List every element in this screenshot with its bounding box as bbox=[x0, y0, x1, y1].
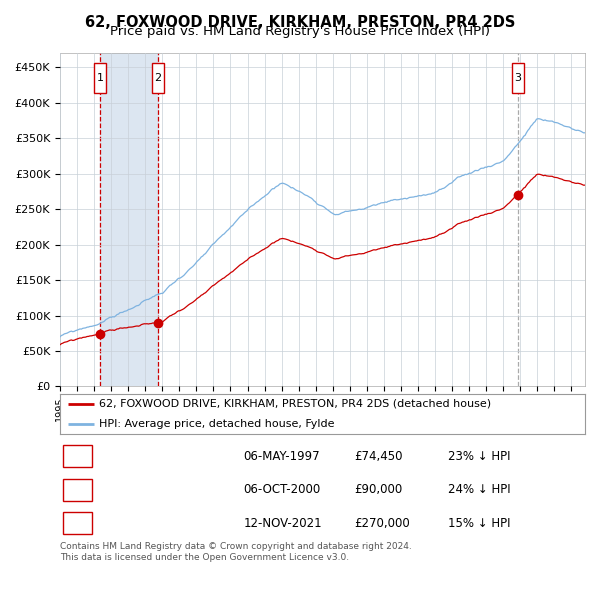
Text: £270,000: £270,000 bbox=[354, 517, 410, 530]
Text: 62, FOXWOOD DRIVE, KIRKHAM, PRESTON, PR4 2DS (detached house): 62, FOXWOOD DRIVE, KIRKHAM, PRESTON, PR4… bbox=[100, 399, 491, 408]
Bar bbox=[62, 512, 91, 535]
Bar bbox=[62, 478, 91, 501]
Bar bbox=[62, 445, 91, 467]
Text: 15% ↓ HPI: 15% ↓ HPI bbox=[449, 517, 511, 530]
Text: £74,450: £74,450 bbox=[354, 450, 403, 463]
Bar bbox=[100, 53, 158, 386]
Text: 3: 3 bbox=[73, 517, 81, 530]
Text: 06-MAY-1997: 06-MAY-1997 bbox=[244, 450, 320, 463]
Bar bbox=[152, 63, 164, 93]
Text: 62, FOXWOOD DRIVE, KIRKHAM, PRESTON, PR4 2DS: 62, FOXWOOD DRIVE, KIRKHAM, PRESTON, PR4… bbox=[85, 15, 515, 30]
Text: 2: 2 bbox=[73, 483, 81, 496]
Text: Price paid vs. HM Land Registry's House Price Index (HPI): Price paid vs. HM Land Registry's House … bbox=[110, 25, 490, 38]
Text: 3: 3 bbox=[515, 73, 521, 83]
Text: 1: 1 bbox=[73, 450, 81, 463]
Bar bbox=[512, 63, 524, 93]
Text: £90,000: £90,000 bbox=[354, 483, 402, 496]
Text: 23% ↓ HPI: 23% ↓ HPI bbox=[449, 450, 511, 463]
Text: 2: 2 bbox=[155, 73, 162, 83]
Text: 1: 1 bbox=[97, 73, 104, 83]
Text: 24% ↓ HPI: 24% ↓ HPI bbox=[449, 483, 511, 496]
Text: HPI: Average price, detached house, Fylde: HPI: Average price, detached house, Fyld… bbox=[100, 419, 335, 428]
Text: 06-OCT-2000: 06-OCT-2000 bbox=[244, 483, 321, 496]
Text: 12-NOV-2021: 12-NOV-2021 bbox=[244, 517, 322, 530]
Bar bbox=[94, 63, 106, 93]
Text: Contains HM Land Registry data © Crown copyright and database right 2024.
This d: Contains HM Land Registry data © Crown c… bbox=[60, 542, 412, 562]
